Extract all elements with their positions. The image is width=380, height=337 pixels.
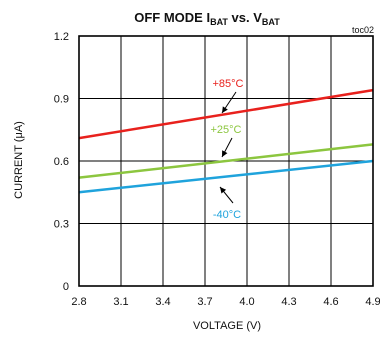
series-arrowhead-+25°C [222,150,228,157]
y-tick-0.6: 0.6 [54,156,69,168]
series-group [78,88,374,194]
series-label-+85°C: +85°C [212,78,243,90]
figure-code: toc02 [352,25,374,35]
x-tick-labels: 2.8 3.1 3.4 3.7 4.0 4.3 4.6 4.9 [71,296,380,308]
x-tick-3.1: 3.1 [113,296,128,308]
x-tick-4.0: 4.0 [239,296,254,308]
series-label-+25°C: +25°C [210,124,241,136]
series-line-+25°C [78,143,374,179]
x-tick-3.7: 3.7 [197,296,212,308]
plot-frame [78,35,374,287]
y-tick-labels: 0 0.3 0.6 0.9 1.2 [54,31,69,293]
y-tick-0.3: 0.3 [54,219,69,231]
x-tick-4.6: 4.6 [323,296,338,308]
x-tick-3.4: 3.4 [155,296,170,308]
series-line-+85°C [78,88,374,140]
x-tick-2.8: 2.8 [71,296,86,308]
y-tick-1.2: 1.2 [54,31,69,43]
y-tick-0: 0 [63,281,69,293]
x-tick-4.9: 4.9 [365,296,380,308]
series-arrowhead-+85°C [222,106,228,113]
series-line--40°C [78,159,374,194]
chart-title: OFF MODE IBAT vs. VBAT [134,10,280,27]
y-tick-0.9: 0.9 [54,94,69,106]
series-annotations: +85°C +25°C -40°C [210,78,243,221]
x-tick-4.3: 4.3 [281,296,296,308]
series-arrowhead--40°C [220,187,227,194]
series-label--40°C: -40°C [213,209,241,221]
y-axis-label: CURRENT (μA) [13,121,25,199]
x-axis-label: VOLTAGE (V) [193,320,261,332]
